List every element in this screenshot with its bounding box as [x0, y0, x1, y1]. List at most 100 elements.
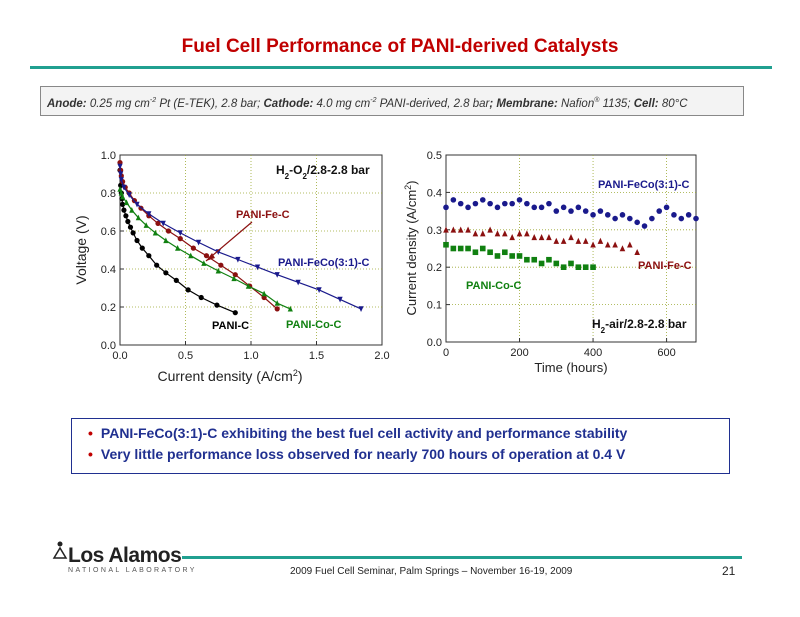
data-point — [177, 236, 183, 242]
title-divider — [30, 66, 772, 69]
cathode-text: 4.0 mg cm — [316, 97, 371, 110]
data-point — [120, 193, 126, 200]
data-point — [553, 260, 560, 267]
data-point — [590, 212, 596, 218]
data-point — [553, 208, 560, 214]
data-point — [597, 237, 604, 244]
page-number: 21 — [722, 564, 736, 578]
data-point — [198, 294, 204, 301]
data-point — [568, 233, 574, 241]
data-point — [531, 233, 538, 241]
data-point — [582, 237, 589, 244]
data-point — [143, 222, 149, 228]
data-point — [295, 279, 301, 286]
data-point — [450, 197, 457, 203]
series-label: PANI-FeCo(3:1)-C — [598, 179, 690, 191]
data-point — [575, 204, 582, 211]
data-point — [597, 208, 604, 214]
y-tick-label: 0.1 — [427, 300, 442, 312]
bullet-dot-icon: • — [88, 446, 93, 462]
y-tick-label: 0.3 — [427, 225, 442, 237]
data-point — [693, 215, 699, 222]
cell-text: 80°C — [658, 97, 688, 110]
data-point — [126, 192, 132, 198]
y-tick-label: 0.5 — [427, 150, 442, 162]
bullet-text: Very little performance loss observed fo… — [100, 446, 626, 462]
data-point — [261, 290, 267, 297]
anode-rest: Pt (E-TEK), 2.8 bar; — [156, 97, 264, 110]
plot-area — [445, 154, 697, 343]
bullet-item: • PANI-FeCo(3:1)-C exhibiting the best fu… — [88, 425, 729, 441]
data-point — [612, 241, 618, 248]
data-point — [337, 296, 343, 303]
data-point — [685, 212, 692, 218]
bullet-dot-icon: • — [88, 425, 93, 441]
data-point — [218, 262, 224, 268]
series-label: PANI-FeCo(3:1)-C — [278, 257, 370, 269]
x-tick-label: 2.0 — [374, 350, 389, 362]
data-point — [524, 200, 530, 207]
data-point — [494, 204, 501, 211]
data-point — [582, 208, 589, 214]
logo-subtitle: NATIONAL LABORATORY — [68, 567, 197, 574]
data-point — [634, 219, 640, 226]
y-tick-label: 0.2 — [427, 262, 442, 274]
data-point — [465, 204, 471, 211]
data-point — [465, 226, 471, 233]
x-tick-label: 0.0 — [112, 350, 127, 362]
membrane-text: Nafion — [557, 97, 595, 110]
data-point — [134, 201, 140, 208]
data-point — [125, 218, 131, 225]
data-point — [641, 223, 648, 229]
data-point — [155, 220, 161, 226]
cathode-label: Cathode: — [263, 97, 314, 110]
data-point — [465, 245, 471, 252]
footer-text: 2009 Fuel Cell Seminar, Palm Springs – N… — [290, 566, 573, 577]
series-label: PANI-Fe-C — [638, 260, 692, 272]
data-point — [215, 249, 221, 255]
data-point — [678, 215, 685, 222]
data-point — [568, 208, 574, 214]
test-conditions-box: Anode: 0.25 mg cm-2 Pt (E-TEK), 2.8 bar;… — [40, 86, 744, 116]
x-tick-label: 400 — [584, 347, 602, 359]
data-point — [509, 233, 515, 241]
data-point — [245, 283, 251, 289]
data-point — [502, 230, 508, 237]
y-tick-label: 0.4 — [427, 187, 442, 199]
data-point — [118, 177, 124, 183]
data-point — [146, 211, 152, 217]
anode-text: 0.25 mg cm — [89, 97, 150, 110]
data-point — [582, 264, 589, 270]
cell-label: Cell: — [633, 97, 659, 110]
x-axis-label: Current density (A/cm2) — [157, 368, 302, 384]
data-point — [494, 253, 501, 259]
data-point — [472, 200, 479, 207]
data-point — [274, 306, 280, 312]
data-point — [443, 204, 449, 211]
data-point — [135, 214, 141, 221]
data-point — [165, 228, 172, 234]
data-point — [175, 245, 181, 251]
anode-exponent: -2 — [149, 97, 157, 104]
data-point — [604, 212, 611, 218]
series-label: PANI-Co-C — [286, 319, 341, 331]
data-point — [163, 270, 169, 276]
data-point — [118, 171, 124, 178]
x-tick-label: 0.5 — [178, 350, 193, 362]
summary-box: • PANI-FeCo(3:1)-C exhibiting the best fu… — [71, 418, 730, 474]
data-point — [134, 237, 140, 244]
data-point — [671, 212, 677, 218]
data-point — [231, 275, 237, 282]
data-point — [516, 197, 523, 203]
slide-title: Fuel Cell Performance of PANI-derived Ca… — [181, 36, 619, 57]
logo-wordmark: Los Alamos — [68, 544, 182, 567]
data-point — [575, 264, 582, 270]
data-point — [531, 256, 538, 263]
data-point — [634, 248, 640, 256]
data-point — [274, 272, 280, 278]
data-point — [316, 287, 322, 293]
data-point — [590, 264, 596, 270]
data-point — [235, 256, 241, 263]
data-point — [152, 229, 158, 236]
data-point — [232, 310, 238, 316]
